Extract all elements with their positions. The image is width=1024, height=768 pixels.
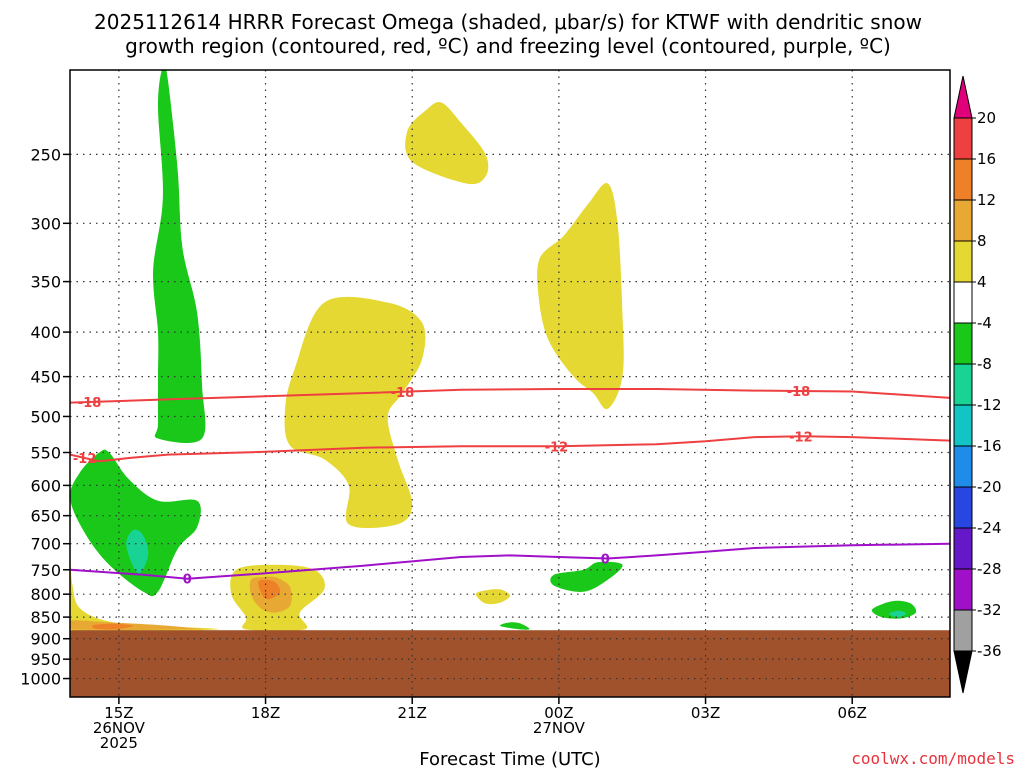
colorbar: 20 16 12 8 4 -4 -8 -12 -16 -20 -24 -28 -32 -36: [953, 75, 1002, 694]
colorbar-label-8: -12: [977, 396, 1002, 414]
colorbar-band-13: [953, 609, 973, 652]
x-tick-label-15Z-1: 15Z: [104, 704, 133, 722]
plot-area: [70, 70, 950, 697]
x-tick-label-15Z-2: 26NOV: [93, 719, 146, 737]
colorbar-label-5: 4: [977, 273, 987, 291]
y-tick-label-500: 500: [30, 407, 61, 426]
colorbar-label-4: 8: [977, 232, 987, 250]
terrain-fill: [70, 630, 950, 697]
gridlines: [70, 70, 950, 697]
y-tick-label-850: 850: [30, 608, 61, 627]
omega-region-17: [888, 610, 906, 618]
contour-label-2-3: -12: [789, 430, 813, 445]
colorbar-band-11: [953, 527, 973, 570]
y-tick-label-900: 900: [30, 630, 61, 649]
colorbar-label-14: -36: [977, 642, 1002, 660]
omega-region-3: [126, 529, 149, 574]
y-tick-label-750: 750: [30, 561, 61, 580]
y-tick-label-350: 350: [30, 273, 61, 292]
colorbar-min-arrow: [953, 650, 973, 694]
omega-region-9: [258, 579, 281, 600]
contour-label-2-1: -12: [73, 452, 97, 467]
y-tick-label-250: 250: [30, 145, 61, 164]
omega-region-6: [537, 183, 624, 410]
y-tick-label-450: 450: [30, 368, 61, 387]
contour-line-2: [70, 435, 950, 463]
y-tick-label-650: 650: [30, 507, 61, 526]
contour-line-3: [70, 542, 950, 580]
colorbar-label-13: -32: [977, 601, 1002, 619]
colorbar-label-11: -24: [977, 519, 1002, 537]
colorbar-label-6: -4: [977, 314, 992, 332]
contour-line-1: [70, 388, 950, 404]
colorbar-band-6: [953, 322, 973, 365]
x-tick-label-15Z-3: 2025: [100, 734, 138, 752]
x-tick-label-00Z-2: 27NOV: [533, 719, 586, 737]
colorbar-band-12: [953, 568, 973, 611]
x-tick-label-18Z-1: 18Z: [251, 704, 280, 722]
contour-label-2-2: -12: [545, 440, 569, 455]
y-tick-label-1000: 1000: [20, 670, 61, 689]
x-tick-label-06Z-1: 06Z: [838, 704, 867, 722]
colorbar-label-10: -20: [977, 478, 1002, 496]
y-tick-label-700: 700: [30, 535, 61, 554]
colorbar-band-9: [953, 445, 973, 488]
x-tick-label-03Z-1: 03Z: [691, 704, 720, 722]
omega-region-1: [153, 70, 206, 444]
omega-region-15: [499, 622, 530, 630]
colorbar-max-arrow: [953, 75, 973, 119]
omega-region-5: [405, 102, 489, 185]
contour-layer: -18 -18 -18 -12 -12 -12 0 0: [70, 385, 950, 588]
omega-region-14: [550, 561, 623, 592]
omega-region-4: [284, 296, 426, 529]
colorbar-label-2: 16: [977, 150, 996, 168]
y-tick-label-300: 300: [30, 214, 61, 233]
colorbar-label-7: -8: [977, 355, 992, 373]
omega-region-12: [92, 623, 134, 630]
x-tick-label-00Z-1: 00Z: [544, 704, 573, 722]
colorbar-band-3: [953, 199, 973, 242]
colorbar-band-2: [953, 158, 973, 201]
colorbar-band-1: [953, 117, 973, 160]
colorbar-band-5: [953, 281, 973, 324]
omega-region-2: [70, 449, 201, 597]
y-axis: 250 300 350 400 450 500 550 600 650 700 750 800 850 9…: [20, 145, 70, 689]
contour-label-1-2: -18: [391, 386, 415, 401]
omega-shading-layer: [70, 70, 917, 635]
chart-title-line-1: 2025112614 HRRR Forecast Omega (shaded, …: [94, 10, 922, 34]
contour-label-1-1: -18: [78, 396, 102, 411]
y-tick-label-400: 400: [30, 323, 61, 342]
contour-label-1-3: -18: [787, 385, 811, 400]
y-tick-label-800: 800: [30, 585, 61, 604]
colorbar-band-7: [953, 363, 973, 406]
colorbar-label-3: 12: [977, 191, 996, 209]
x-tick-label-21Z-1: 21Z: [398, 704, 427, 722]
chart-title-line-2: growth region (contoured, red, ºC) and f…: [125, 34, 891, 58]
colorbar-label-1: 20: [977, 109, 996, 127]
plot-frame: [69, 69, 951, 698]
y-tick-label-600: 600: [30, 476, 61, 495]
omega-region-13: [475, 589, 510, 605]
colorbar-label-12: -28: [977, 560, 1002, 578]
colorbar-band-8: [953, 404, 973, 447]
contour-label-3-2: 0: [601, 552, 610, 567]
colorbar-label-9: -16: [977, 437, 1002, 455]
colorbar-band-10: [953, 486, 973, 529]
contour-label-3-1: 0: [183, 573, 192, 588]
terrain-layer: [70, 630, 950, 697]
y-tick-label-550: 550: [30, 444, 61, 463]
credit-text[interactable]: coolwx.com/models: [851, 749, 1015, 768]
y-tick-label-950: 950: [30, 650, 61, 669]
colorbar-band-4: [953, 240, 973, 283]
x-axis-label: Forecast Time (UTC): [419, 749, 600, 768]
